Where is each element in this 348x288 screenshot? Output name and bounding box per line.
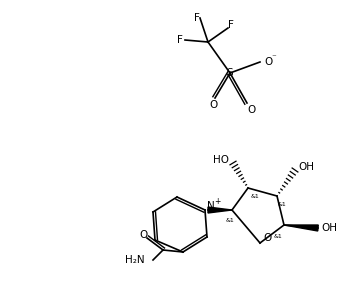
Text: F: F [228, 20, 234, 30]
Text: OH: OH [321, 223, 337, 233]
Text: &1: &1 [226, 219, 234, 223]
Text: &1: &1 [278, 202, 287, 206]
Polygon shape [284, 225, 318, 231]
Text: N: N [207, 201, 215, 211]
Text: O: O [140, 230, 148, 240]
Text: HO: HO [213, 155, 229, 165]
Text: +: + [214, 198, 220, 206]
Text: F: F [194, 13, 200, 23]
Text: OH: OH [298, 162, 314, 172]
Text: O: O [209, 100, 217, 110]
Text: H₂N: H₂N [125, 255, 145, 265]
Text: O: O [248, 105, 256, 115]
Text: O: O [263, 233, 271, 243]
Text: &1: &1 [274, 234, 282, 238]
Text: O: O [264, 57, 272, 67]
Text: S: S [227, 68, 233, 78]
Polygon shape [208, 207, 232, 213]
Text: ⁻: ⁻ [271, 54, 276, 62]
Text: F: F [177, 35, 183, 45]
Text: &1: &1 [251, 194, 260, 198]
